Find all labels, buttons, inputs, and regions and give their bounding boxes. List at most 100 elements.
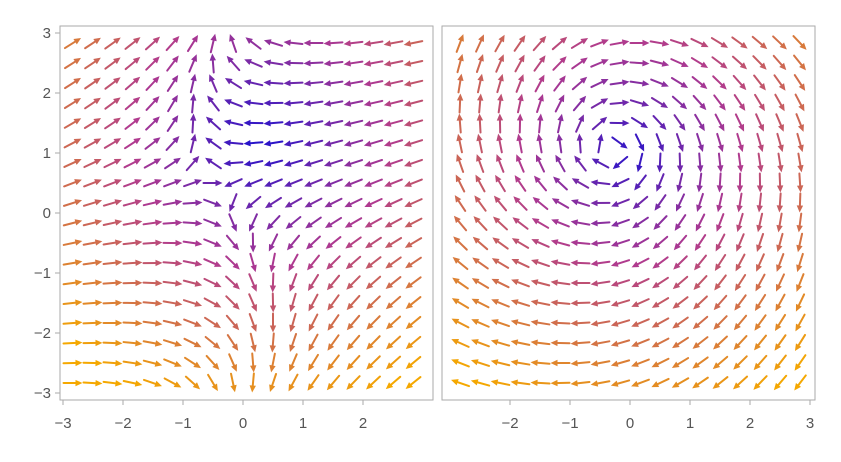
field-arrow — [162, 319, 183, 327]
field-arrow — [405, 355, 422, 370]
field-arrow — [774, 313, 787, 332]
field-arrow — [590, 199, 611, 207]
field-arrow — [182, 199, 203, 207]
field-arrow — [84, 57, 101, 70]
field-arrow — [453, 215, 468, 232]
field-arrow — [671, 357, 690, 368]
field-arrow — [772, 54, 787, 71]
y-tick-label: 2 — [43, 85, 51, 102]
field-arrow — [454, 195, 467, 212]
field-arrow — [796, 132, 804, 153]
field-arrow — [123, 158, 142, 169]
field-arrow — [102, 380, 123, 387]
field-arrow — [284, 197, 303, 208]
field-arrow — [731, 55, 748, 70]
field-arrow — [610, 299, 631, 307]
x-tick-label: −1 — [174, 415, 191, 432]
field-arrow — [184, 375, 201, 390]
field-arrow — [189, 133, 197, 154]
field-arrow — [536, 133, 543, 154]
field-arrow — [269, 332, 276, 353]
field-arrow — [343, 159, 364, 167]
field-arrow — [733, 335, 748, 350]
field-arrow — [630, 116, 649, 129]
field-arrow — [165, 35, 180, 52]
field-arrow — [557, 113, 564, 134]
field-arrow — [629, 59, 650, 67]
field-arrow — [182, 279, 203, 287]
field-arrow — [124, 56, 141, 71]
field-arrow — [777, 152, 784, 173]
field-arrow — [774, 93, 785, 112]
field-arrow — [550, 339, 571, 347]
field-arrow — [692, 336, 709, 349]
field-arrow — [495, 54, 504, 73]
field-arrow — [693, 275, 708, 290]
field-arrow — [225, 295, 240, 310]
field-arrow — [517, 93, 524, 114]
field-arrow — [263, 59, 284, 66]
field-arrow — [734, 294, 747, 311]
field-arrow — [203, 277, 222, 288]
field-arrow — [797, 152, 804, 173]
field-arrow — [244, 178, 263, 187]
field-arrow — [83, 117, 102, 130]
field-arrow — [712, 75, 727, 90]
field-arrow — [230, 372, 237, 393]
field-arrow — [345, 236, 362, 249]
field-arrow — [493, 216, 508, 231]
field-arrow — [632, 216, 649, 229]
field-arrow — [550, 279, 571, 286]
field-arrow — [476, 133, 483, 154]
field-arrow — [494, 34, 505, 53]
field-arrow — [672, 275, 689, 290]
field-arrow — [530, 359, 551, 366]
field-arrow — [248, 273, 257, 292]
field-arrow — [570, 380, 591, 387]
field-arrow — [732, 74, 747, 91]
field-arrow — [676, 152, 684, 173]
field-arrow — [162, 300, 183, 307]
field-arrow — [695, 213, 706, 232]
field-arrow — [715, 233, 726, 252]
field-arrow — [651, 317, 670, 328]
field-arrow — [63, 118, 82, 129]
field-arrow — [243, 140, 264, 147]
field-arrow — [188, 54, 197, 73]
field-arrow — [304, 178, 323, 187]
field-arrow — [753, 375, 768, 390]
field-arrow — [550, 379, 571, 387]
field-arrow — [403, 119, 424, 127]
field-arrow — [63, 57, 82, 70]
field-arrow — [203, 198, 222, 207]
field-arrow — [205, 137, 222, 150]
field-arrow — [284, 178, 303, 187]
field-arrow — [124, 137, 141, 150]
field-arrow — [652, 235, 669, 250]
field-arrow — [754, 334, 767, 351]
field-arrow — [288, 253, 299, 272]
field-arrow — [590, 59, 609, 68]
field-arrow — [590, 39, 609, 48]
field-arrow — [636, 152, 644, 173]
field-arrow — [713, 335, 728, 350]
field-arrow — [283, 59, 304, 67]
field-arrow — [323, 80, 344, 87]
field-arrow — [609, 119, 630, 127]
field-arrow — [496, 133, 503, 154]
field-arrow — [145, 76, 160, 91]
field-arrow — [124, 96, 141, 111]
field-arrow — [590, 260, 611, 267]
field-arrow — [404, 198, 423, 207]
field-arrow — [656, 152, 664, 173]
field-arrow — [209, 33, 217, 54]
field-arrow — [652, 256, 669, 269]
field-arrow — [62, 239, 83, 246]
field-arrow — [795, 313, 806, 332]
y-tick-label: −3 — [34, 385, 51, 402]
x-tick-label: 2 — [359, 415, 367, 432]
field-arrow — [590, 240, 611, 247]
field-arrow — [327, 314, 340, 331]
field-arrow — [249, 232, 257, 253]
field-arrow — [531, 218, 550, 229]
